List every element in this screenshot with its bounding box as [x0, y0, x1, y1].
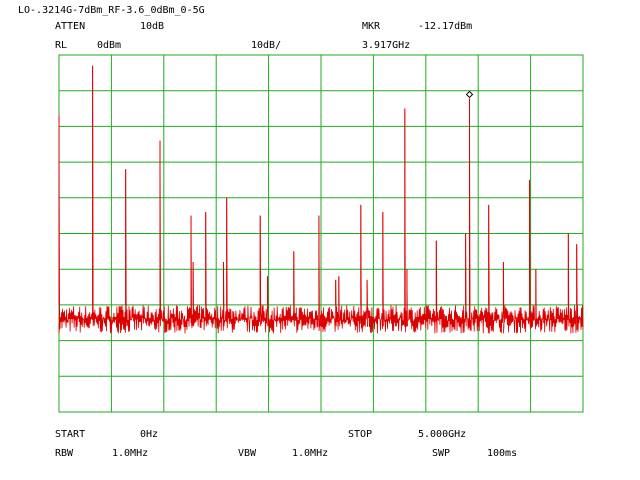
start-label: START: [55, 429, 86, 440]
spectrum-trace-line: [58, 65, 584, 334]
rbw-label: RBW: [55, 448, 74, 459]
ref-level-value: 0dBm: [97, 40, 122, 51]
ref-level-label: RL: [55, 40, 68, 51]
marker-diamond-icon: [465, 90, 474, 99]
marker-amplitude: -12.17dBm: [418, 21, 473, 32]
vbw-label: VBW: [238, 448, 257, 459]
sweep-label: SWP: [432, 448, 451, 459]
spectrum-trace: [58, 65, 584, 334]
stop-value: 5.000GHz: [418, 429, 467, 440]
marker-label: MKR: [362, 21, 381, 32]
marker-layer: [465, 90, 474, 99]
marker-frequency: 3.917GHz: [362, 40, 411, 51]
vbw-value: 1.0MHz: [292, 448, 329, 459]
vertical-scale: 10dB/: [251, 40, 282, 51]
stop-label: STOP: [348, 429, 373, 440]
atten-value: 10dB: [140, 21, 165, 32]
plot-title: LO-.3214G-7dBm_RF-3.6_0dBm_0-5G: [18, 5, 205, 16]
rbw-value: 1.0MHz: [112, 448, 149, 459]
atten-label: ATTEN: [55, 21, 86, 32]
start-value: 0Hz: [140, 429, 159, 440]
sweep-value: 100ms: [487, 448, 518, 459]
grid-lines: [59, 55, 583, 412]
